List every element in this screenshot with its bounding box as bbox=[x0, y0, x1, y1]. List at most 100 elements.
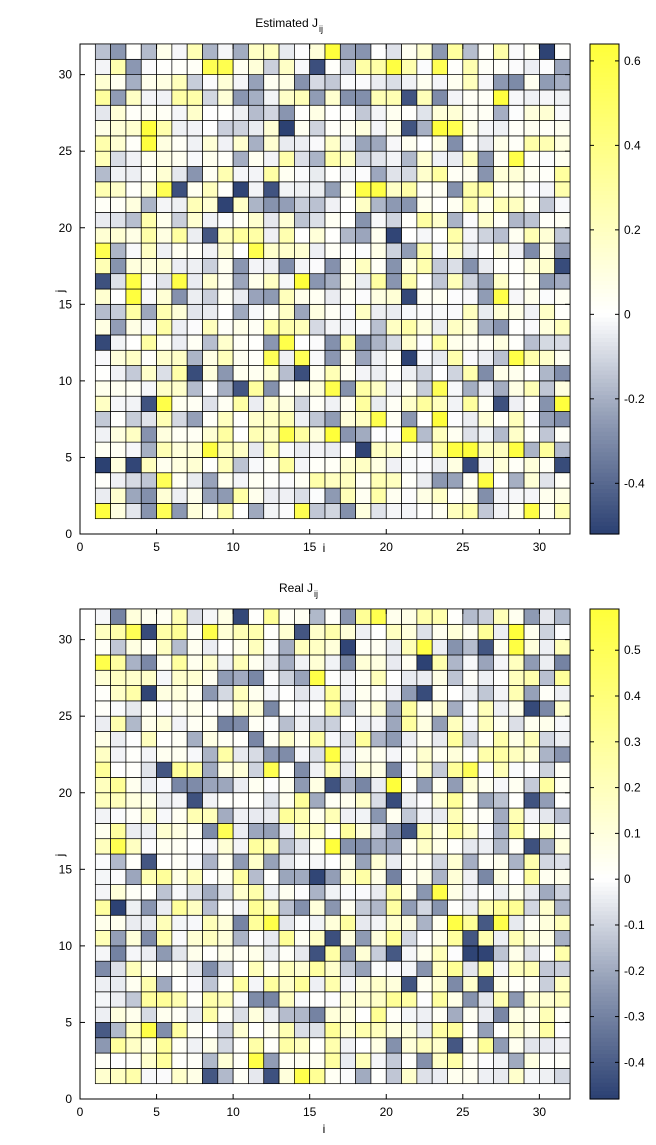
colorbar-band bbox=[590, 391, 619, 396]
heatmap-cell bbox=[248, 212, 265, 229]
heatmap-cell bbox=[477, 608, 494, 625]
heatmap-cell bbox=[416, 104, 433, 121]
colorbar-band bbox=[590, 1021, 619, 1027]
heatmap-cell bbox=[294, 1022, 311, 1039]
heatmap-cell bbox=[202, 1022, 219, 1039]
heatmap-cell bbox=[416, 395, 433, 412]
colorbar-band bbox=[590, 464, 619, 470]
heatmap-cell bbox=[156, 777, 173, 794]
heatmap-cell bbox=[278, 472, 295, 489]
heatmap-cell bbox=[294, 976, 311, 993]
heatmap-cell bbox=[171, 777, 188, 794]
colorbar-band bbox=[590, 423, 619, 429]
heatmap-cell bbox=[186, 884, 203, 901]
heatmap-cell bbox=[278, 838, 295, 855]
y-tick-label: 30 bbox=[59, 633, 73, 647]
heatmap-cell bbox=[94, 700, 111, 717]
heatmap-cell bbox=[447, 227, 464, 244]
heatmap-cell bbox=[554, 669, 571, 686]
heatmap-cell bbox=[431, 700, 448, 717]
heatmap-cell bbox=[493, 838, 510, 855]
heatmap-cell bbox=[493, 166, 510, 183]
heatmap-cell bbox=[416, 685, 433, 702]
heatmap-cell bbox=[171, 899, 188, 916]
heatmap-cell bbox=[462, 884, 479, 901]
colorbar-band bbox=[590, 215, 619, 221]
colorbar-band bbox=[590, 105, 619, 110]
heatmap-cell bbox=[278, 1022, 295, 1039]
heatmap-cell bbox=[493, 1068, 510, 1085]
heatmap-cell bbox=[416, 700, 433, 717]
heatmap-cell bbox=[186, 212, 203, 229]
heatmap-cell bbox=[554, 212, 571, 229]
heatmap-cell bbox=[263, 227, 280, 244]
heatmap-cell bbox=[431, 227, 448, 244]
heatmap-cell bbox=[431, 823, 448, 840]
heatmap-cell bbox=[186, 807, 203, 824]
heatmap-cell bbox=[554, 74, 571, 91]
heatmap-cell bbox=[232, 150, 249, 167]
colorbar-band bbox=[590, 743, 619, 749]
heatmap-cell bbox=[248, 761, 265, 778]
colorbar-band bbox=[590, 637, 619, 643]
heatmap-cell bbox=[278, 976, 295, 993]
colorbar-band bbox=[590, 219, 619, 225]
heatmap-cell bbox=[202, 273, 219, 290]
heatmap-cell bbox=[232, 608, 249, 625]
heatmap-cell bbox=[493, 685, 510, 702]
heatmap-cell bbox=[508, 700, 525, 717]
heatmap-cell bbox=[554, 1037, 571, 1054]
heatmap-cell bbox=[477, 1052, 494, 1069]
heatmap-cell bbox=[110, 104, 127, 121]
heatmap-cell bbox=[462, 685, 479, 702]
colorbar-band bbox=[590, 1029, 619, 1035]
heatmap-cell bbox=[539, 868, 556, 885]
heatmap-cell bbox=[278, 303, 295, 320]
heatmap-cell bbox=[416, 303, 433, 320]
heatmap-cell bbox=[493, 258, 510, 275]
heatmap-cell bbox=[186, 411, 203, 428]
colorbar-band bbox=[590, 72, 619, 78]
heatmap-cell bbox=[232, 807, 249, 824]
heatmap-cell bbox=[263, 212, 280, 229]
colorbar-band bbox=[590, 1041, 619, 1047]
x-tick-label: 5 bbox=[153, 540, 160, 554]
heatmap-cell bbox=[324, 899, 341, 916]
heatmap-cell bbox=[294, 960, 311, 977]
heatmap-cell bbox=[125, 319, 142, 336]
colorbar-band bbox=[590, 649, 619, 655]
heatmap-cell bbox=[508, 487, 525, 504]
heatmap-cell bbox=[202, 196, 219, 213]
heatmap-cell bbox=[294, 303, 311, 320]
colorbar-band bbox=[590, 113, 619, 119]
heatmap-cell bbox=[309, 212, 326, 229]
heatmap-cell bbox=[554, 104, 571, 121]
heatmap-cell bbox=[140, 104, 157, 121]
heatmap-cell bbox=[462, 166, 479, 183]
heatmap-cell bbox=[554, 181, 571, 198]
heatmap-cell bbox=[202, 746, 219, 763]
heatmap-cell bbox=[462, 608, 479, 625]
heatmap-cell bbox=[324, 823, 341, 840]
heatmap-cell bbox=[110, 914, 127, 931]
heatmap-cell bbox=[339, 212, 356, 229]
heatmap-cell bbox=[385, 196, 402, 213]
heatmap-cell bbox=[493, 196, 510, 213]
heatmap-cell bbox=[248, 135, 265, 152]
heatmap-cell bbox=[125, 715, 142, 732]
colorbar-band bbox=[590, 805, 619, 810]
heatmap-cell bbox=[508, 1022, 525, 1039]
colorbar-band bbox=[590, 617, 619, 622]
heatmap-cell bbox=[232, 746, 249, 763]
heatmap-cell bbox=[339, 639, 356, 656]
heatmap-cell bbox=[324, 74, 341, 91]
heatmap-cell bbox=[539, 89, 556, 106]
heatmap-cell bbox=[248, 930, 265, 947]
colorbar-band bbox=[590, 747, 619, 753]
colorbar-band bbox=[590, 1009, 619, 1014]
heatmap-cell bbox=[508, 823, 525, 840]
heatmap-cell bbox=[202, 1006, 219, 1023]
heatmap-cell bbox=[110, 196, 127, 213]
heatmap-cell bbox=[94, 380, 111, 397]
